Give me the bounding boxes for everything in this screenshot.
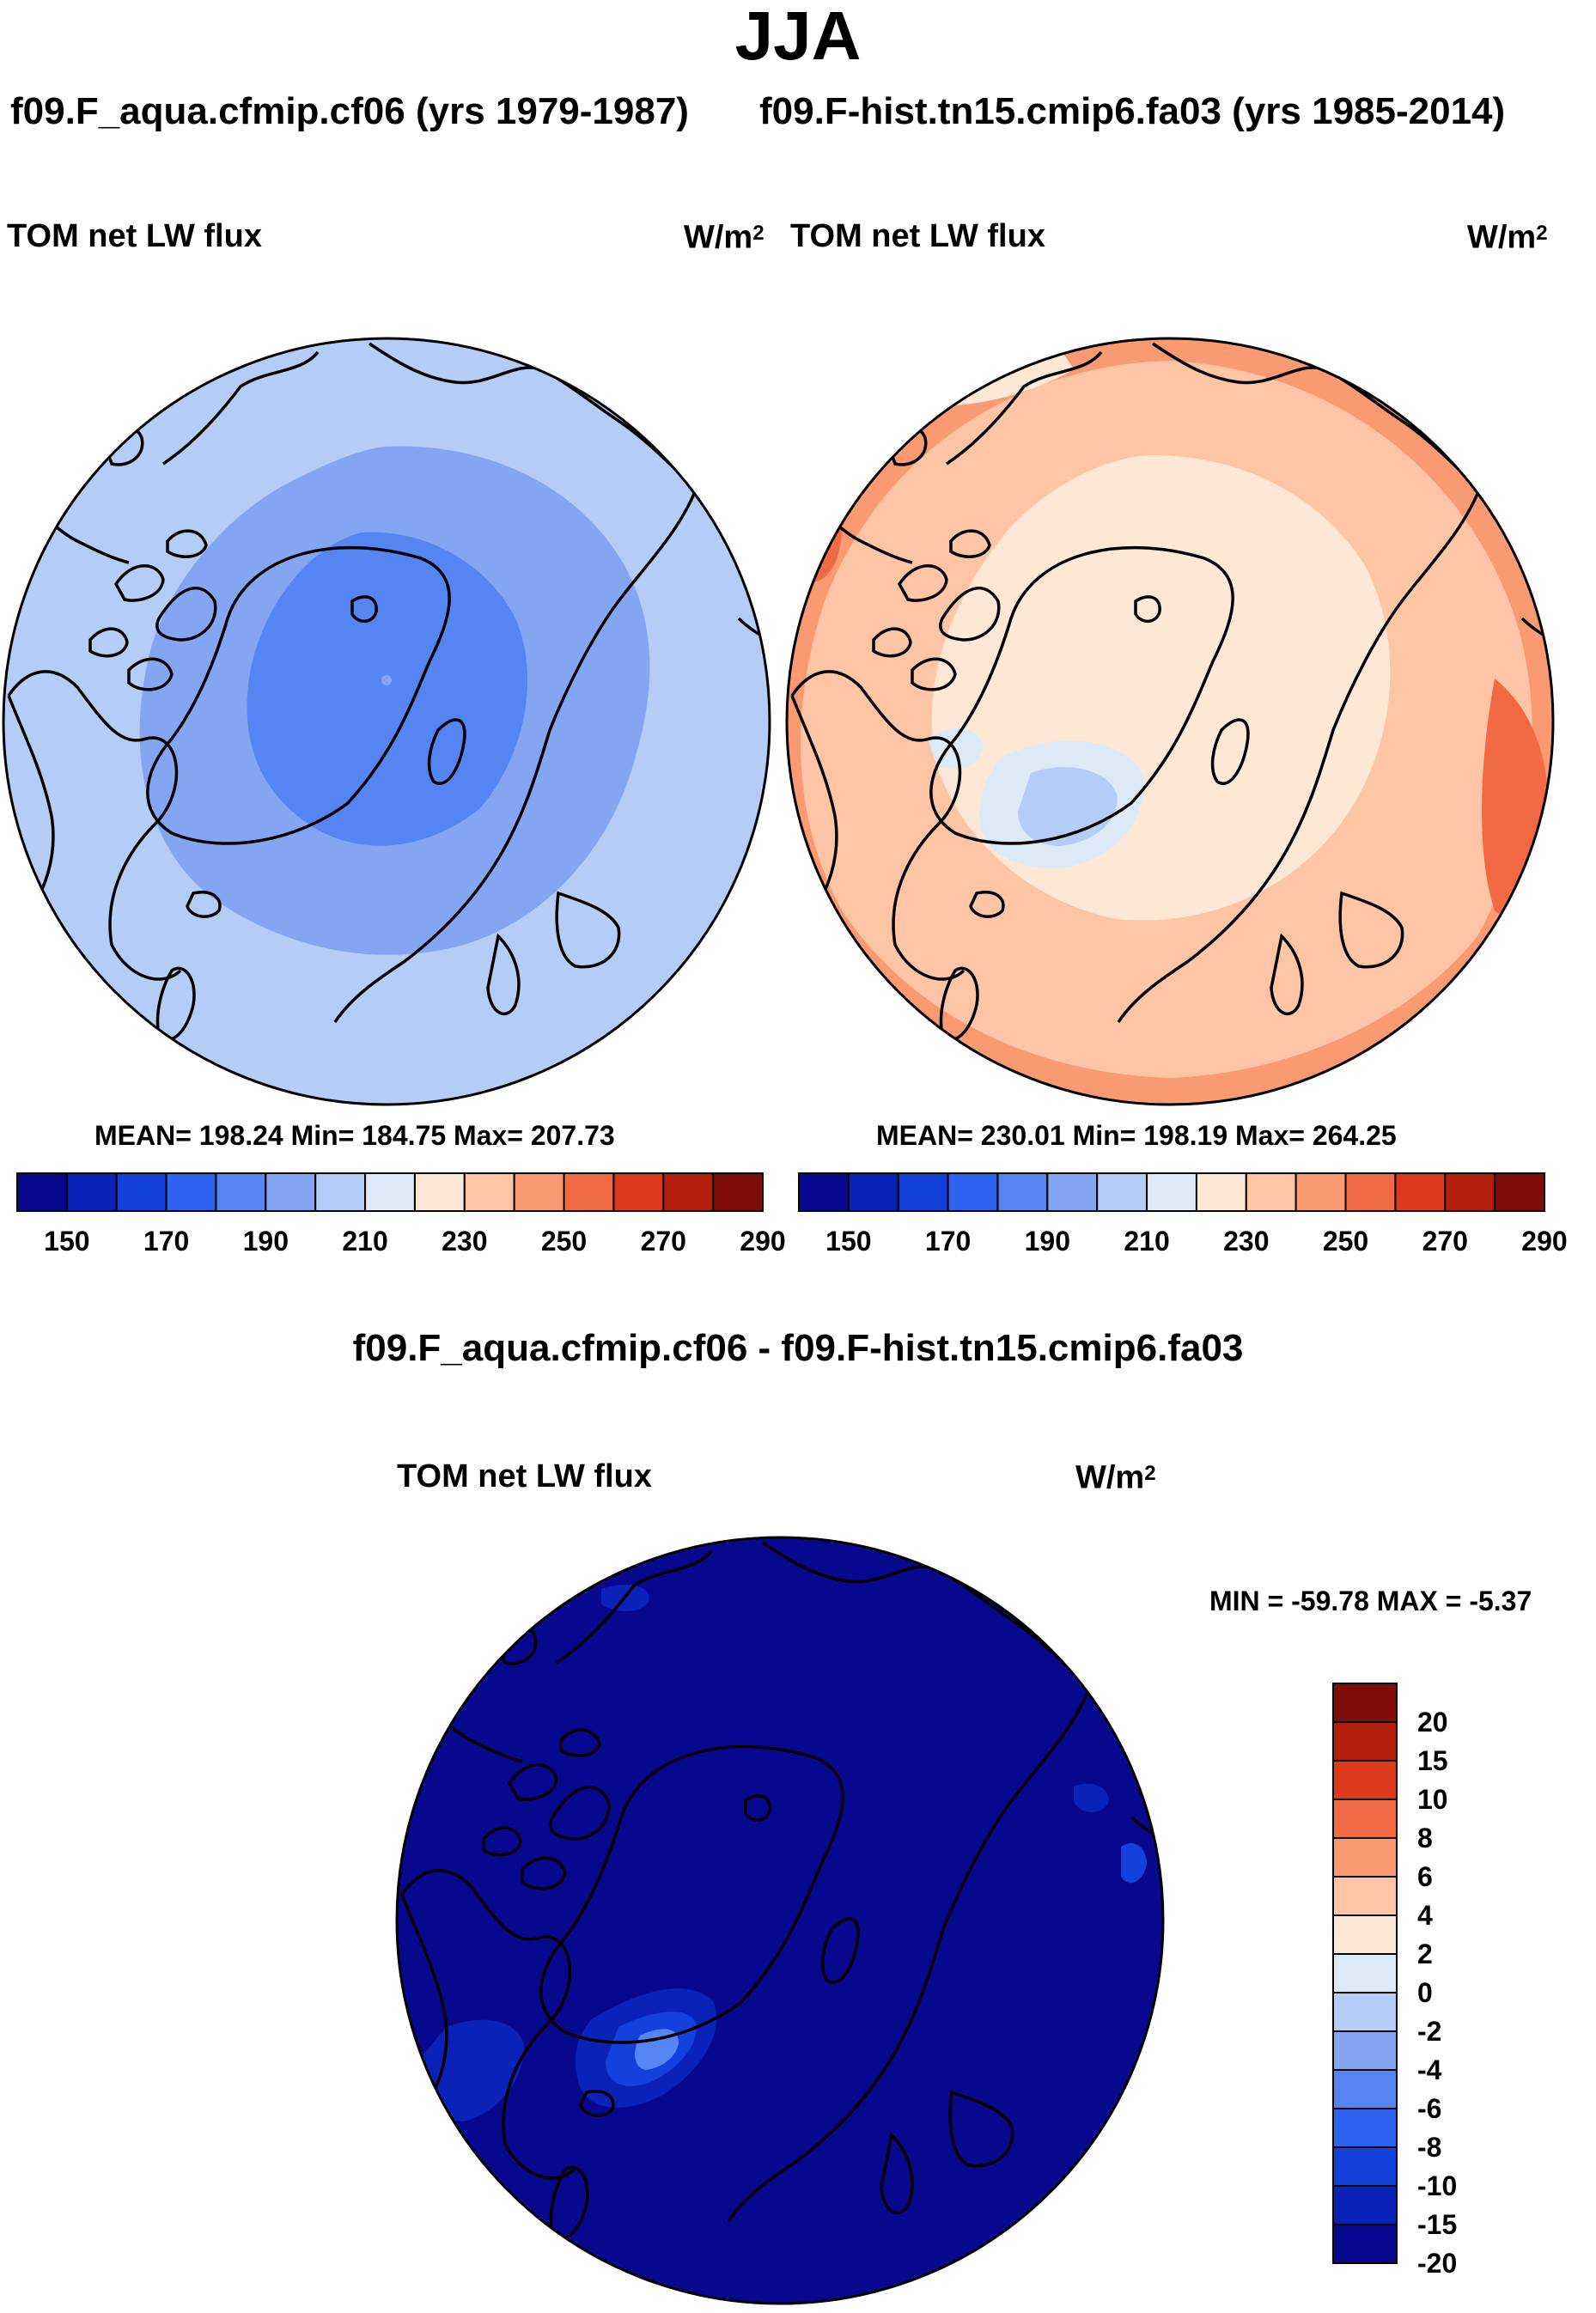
right-colorbar-box xyxy=(1444,1172,1496,1212)
diff-colorbar-tick-label: -15 xyxy=(1417,2209,1457,2240)
left-case-title: f09.F_aqua.cfmip.cf06 (yrs 1979-1987) xyxy=(10,90,689,132)
right-case-title: f09.F-hist.tn15.cmip6.fa03 (yrs 1985-201… xyxy=(759,90,1506,132)
diff-colorbar-box xyxy=(1332,1683,1398,1723)
right-colorbar-tick-label: 190 xyxy=(1025,1226,1070,1257)
diff-colorbar-box xyxy=(1332,2185,1398,2225)
diff-colorbar-box xyxy=(1332,1760,1398,1800)
right-variable-label: TOM net LW flux xyxy=(790,218,1045,254)
left-colorbar-box xyxy=(712,1172,764,1212)
right-colorbar-box xyxy=(897,1172,949,1212)
diff-units: W/m2 xyxy=(1075,1459,1156,1496)
left-colorbar-box xyxy=(16,1172,68,1212)
left-colorbar-tick-label: 250 xyxy=(541,1226,587,1257)
diff-map xyxy=(395,1536,1165,2305)
right-colorbar-box xyxy=(1245,1172,1297,1212)
diff-colorbar-tick-label: -20 xyxy=(1417,2248,1457,2279)
right-colorbar-box xyxy=(798,1172,850,1212)
left-colorbar-box xyxy=(215,1172,267,1212)
right-colorbar-box xyxy=(1096,1172,1148,1212)
diff-colorbar-tick-label: 2 xyxy=(1417,1939,1433,1969)
left-colorbar-box xyxy=(314,1172,367,1212)
left-colorbar: 150 170 190 210 230 250 270 290 xyxy=(16,1172,786,1257)
left-colorbar-tick-label: 170 xyxy=(143,1226,189,1257)
diff-colorbar-box xyxy=(1332,2030,1398,2071)
right-map xyxy=(785,337,1555,1106)
diff-colorbar-box xyxy=(1332,1837,1398,1878)
right-colorbar-box xyxy=(1494,1172,1545,1212)
diff-colorbar-tick-label: -2 xyxy=(1417,2016,1441,2047)
left-colorbar-tick-label: 190 xyxy=(243,1226,289,1257)
left-colorbar-tick-label: 290 xyxy=(740,1226,785,1257)
left-map xyxy=(2,337,771,1106)
right-colorbar-box xyxy=(947,1172,999,1212)
right-units: W/m2 xyxy=(1467,219,1548,256)
left-colorbar-box xyxy=(65,1172,118,1212)
diff-colorbar-tick-label: 8 xyxy=(1417,1823,1433,1853)
left-colorbar-box xyxy=(612,1172,665,1212)
right-colorbar-tick-label: 210 xyxy=(1124,1226,1169,1257)
right-colorbar-box xyxy=(1294,1172,1347,1212)
left-colorbar-tick-label: 150 xyxy=(44,1226,89,1257)
diff-colorbar-box xyxy=(1332,1721,1398,1762)
diff-colorbar-tick-label: 15 xyxy=(1417,1745,1448,1776)
left-colorbar-box xyxy=(463,1172,515,1212)
right-colorbar-tick-label: 230 xyxy=(1223,1226,1269,1257)
diff-colorbar-box xyxy=(1332,1992,1398,2032)
diff-colorbar-tick-label: -8 xyxy=(1417,2132,1441,2163)
right-colorbar-box xyxy=(1046,1172,1099,1212)
right-colorbar-box xyxy=(847,1172,899,1212)
diff-colorbar-box xyxy=(1332,1953,1398,1993)
diff-colorbar-tick-label: 0 xyxy=(1417,1977,1433,2008)
diff-colorbar-tick-label: 4 xyxy=(1417,1900,1433,1931)
right-stats: MEAN= 230.01 Min= 198.19 Max= 264.25 xyxy=(876,1120,1397,1151)
right-colorbar-box xyxy=(1394,1172,1447,1212)
right-colorbar-tick-label: 290 xyxy=(1521,1226,1567,1257)
left-colorbar-tick-label: 210 xyxy=(342,1226,387,1257)
diff-minmax: MIN = -59.78 MAX = -5.37 xyxy=(1209,1586,1532,1616)
right-colorbar-tick-label: 270 xyxy=(1422,1226,1468,1257)
right-colorbar-tick-label: 250 xyxy=(1323,1226,1368,1257)
left-colorbar-box xyxy=(165,1172,217,1212)
left-colorbar-box xyxy=(662,1172,715,1212)
diff-colorbar-tick-label: 6 xyxy=(1417,1861,1433,1892)
diff-variable-label: TOM net LW flux xyxy=(397,1458,652,1494)
right-colorbar-tick-label: 150 xyxy=(825,1226,871,1257)
right-colorbar-box xyxy=(1195,1172,1247,1212)
left-colorbar-box xyxy=(115,1172,168,1212)
left-colorbar-box xyxy=(513,1172,565,1212)
left-colorbar-box xyxy=(265,1172,317,1212)
left-colorbar-tick-label: 230 xyxy=(442,1226,487,1257)
left-units: W/m2 xyxy=(684,219,764,256)
right-colorbar: 150 170 190 210 230 250 270 290 xyxy=(798,1172,1568,1257)
diff-colorbar-tick-label: -6 xyxy=(1417,2093,1441,2124)
diff-colorbar-tick-label: 20 xyxy=(1417,1707,1448,1738)
diff-colorbar-box xyxy=(1332,1876,1398,1916)
diff-colorbar-box xyxy=(1332,2108,1398,2148)
left-colorbar-box xyxy=(364,1172,416,1212)
diff-colorbar-box xyxy=(1332,2146,1398,2187)
right-colorbar-box xyxy=(1344,1172,1397,1212)
diff-title: f09.F_aqua.cfmip.cf06 - f09.F-hist.tn15.… xyxy=(352,1327,1244,1369)
right-colorbar-box xyxy=(996,1172,1049,1212)
diff-colorbar-box xyxy=(1332,1914,1398,1955)
diff-colorbar-box xyxy=(1332,1799,1398,1839)
season-title: JJA xyxy=(734,0,862,74)
diff-colorbar-box xyxy=(1332,2069,1398,2109)
right-colorbar-box xyxy=(1146,1172,1197,1212)
right-colorbar-tick-label: 170 xyxy=(925,1226,971,1257)
diff-colorbar-box xyxy=(1332,2224,1398,2264)
left-colorbar-tick-label: 270 xyxy=(641,1226,686,1257)
left-colorbar-box xyxy=(413,1172,466,1212)
diff-colorbar-tick-label: -4 xyxy=(1417,2054,1442,2085)
left-stats: MEAN= 198.24 Min= 184.75 Max= 207.73 xyxy=(94,1120,615,1151)
left-colorbar-box xyxy=(563,1172,615,1212)
diff-colorbar-tick-label: 10 xyxy=(1417,1784,1448,1815)
diff-colorbar-tick-label: -10 xyxy=(1417,2170,1457,2201)
left-variable-label: TOM net LW flux xyxy=(7,218,262,254)
